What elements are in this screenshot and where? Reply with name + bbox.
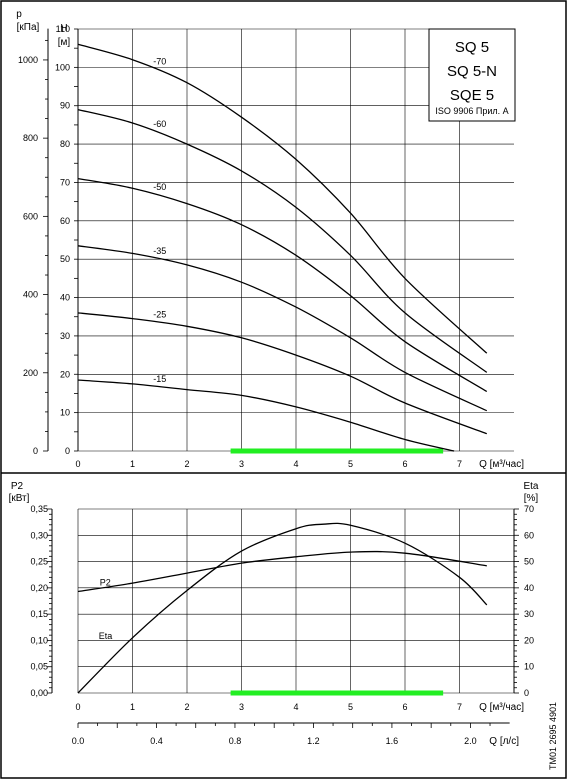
title-standard: ISO 9906 Прил. A bbox=[435, 106, 508, 116]
efficiency-axis-unit: [%] bbox=[524, 493, 539, 504]
head-x-axis-label: Q [м³/час] bbox=[479, 459, 524, 470]
head-tick-label: 10 bbox=[60, 408, 70, 418]
flow-ls-tick-label: 0.4 bbox=[150, 736, 163, 746]
head-tick-label: 110 bbox=[56, 24, 70, 34]
flow-ls-tick-label: 0.0 bbox=[72, 736, 85, 746]
head-curve bbox=[77, 379, 455, 452]
power-x-tick-label: 4 bbox=[293, 702, 298, 712]
title-box bbox=[428, 28, 516, 122]
head-curve-label: -50 bbox=[153, 182, 166, 192]
power-tick-label: 0,05 bbox=[30, 662, 48, 672]
head-curve bbox=[77, 312, 488, 435]
head-tick-label: 100 bbox=[55, 62, 70, 72]
power-tick-label: 0,20 bbox=[30, 583, 48, 593]
head-curve bbox=[77, 108, 488, 373]
pressure-tick-label: 0 bbox=[33, 446, 38, 456]
pressure-tick-label: 400 bbox=[23, 290, 38, 300]
head-tick-label: 0 bbox=[65, 446, 70, 456]
power-x-tick-label: 2 bbox=[184, 702, 189, 712]
head-curve bbox=[77, 177, 488, 393]
head-tick-label: 60 bbox=[60, 216, 70, 226]
efficiency-tick-label: 30 bbox=[524, 609, 534, 619]
head-curve-label: -70 bbox=[153, 56, 166, 66]
head-curves: -70 -60 -50 -35 -25 -15 bbox=[77, 43, 488, 452]
head-tick-label: 20 bbox=[60, 369, 70, 379]
power-tick-label: 0,30 bbox=[30, 530, 48, 540]
power-x-tick-label: 1 bbox=[130, 702, 135, 712]
power-x-axis-label: Q [м³/час] bbox=[479, 702, 524, 713]
head-axis-unit: [м] bbox=[58, 37, 71, 48]
efficiency-tick-label: 20 bbox=[524, 635, 534, 645]
head-curve-label: -35 bbox=[153, 246, 166, 256]
head-curve-label: -25 bbox=[153, 310, 166, 320]
flow-ls-tick-label: 0.8 bbox=[229, 736, 242, 746]
flow-ls-axis-label: Q [л/с] bbox=[489, 736, 519, 747]
head-tick-label: 70 bbox=[60, 177, 70, 187]
power-curve bbox=[77, 550, 487, 593]
efficiency-curve-label: Eta bbox=[99, 631, 113, 641]
head-curve bbox=[77, 43, 488, 354]
head-axes: 0 10 20 30 40 50 60 70 80 90 100 110 0 1 2 3 4 5 6 7 Q [м³/ч… bbox=[18, 24, 524, 470]
power-chart-grid bbox=[77, 508, 514, 694]
efficiency-tick-label: 60 bbox=[524, 530, 534, 540]
head-x-tick-label: 6 bbox=[402, 459, 407, 469]
power-axes: 0,000,050,100,150,200,250,300,3501020304… bbox=[30, 504, 534, 747]
head-curve-label: -15 bbox=[153, 374, 166, 384]
flow-ls-tick-label: 2.0 bbox=[464, 736, 477, 746]
power-x-tick-label: 0 bbox=[75, 702, 80, 712]
head-tick-label: 30 bbox=[60, 331, 70, 341]
power-curve-label: P2 bbox=[100, 578, 111, 588]
power-tick-label: 0,25 bbox=[30, 557, 48, 567]
head-chart: -70-60-50-35-25-15 010203040506070809010… bbox=[16, 9, 524, 470]
pressure-tick-label: 200 bbox=[23, 368, 38, 378]
head-x-tick-label: 4 bbox=[293, 459, 298, 469]
power-axis-unit: [кВт] bbox=[9, 493, 30, 504]
head-chart-grid bbox=[77, 28, 514, 452]
flow-ls-tick-label: 1.2 bbox=[307, 736, 320, 746]
head-tick-label: 50 bbox=[60, 254, 70, 264]
efficiency-tick-label: 70 bbox=[524, 504, 534, 514]
power-x-tick-label: 3 bbox=[239, 702, 244, 712]
efficiency-tick-label: 40 bbox=[524, 583, 534, 593]
efficiency-tick-label: 0 bbox=[524, 688, 529, 698]
power-axis-label: P2 bbox=[11, 481, 24, 492]
head-x-tick-label: 0 bbox=[75, 459, 80, 469]
efficiency-axis-label: Eta bbox=[523, 481, 538, 492]
power-efficiency-chart: P2 Eta 0,00 0,05 0,10 0,15 0,20 0,25 0,30 0,35 0 1… bbox=[9, 481, 539, 747]
head-x-tick-label: 1 bbox=[130, 459, 135, 469]
power-x-tick-label: 5 bbox=[348, 702, 353, 712]
pressure-axis-unit: [кПа] bbox=[17, 22, 40, 33]
power-tick-label: 0,15 bbox=[30, 609, 48, 619]
head-x-tick-label: 2 bbox=[184, 459, 189, 469]
head-x-tick-label: 7 bbox=[457, 459, 462, 469]
page-id: TM01 2695 4901 bbox=[548, 702, 558, 770]
pressure-axis-label: p bbox=[16, 9, 22, 20]
head-tick-label: 40 bbox=[60, 293, 70, 303]
power-curves: P2 Eta bbox=[77, 522, 488, 694]
head-x-tick-label: 5 bbox=[348, 459, 353, 469]
title-line-2: SQ 5-N bbox=[447, 63, 497, 80]
pressure-tick-label: 600 bbox=[23, 211, 38, 221]
power-x-tick-label: 6 bbox=[402, 702, 407, 712]
efficiency-tick-label: 50 bbox=[524, 557, 534, 567]
title-line-3: SQE 5 bbox=[450, 87, 494, 104]
power-tick-label: 0,10 bbox=[30, 635, 48, 645]
head-axis-label: H bbox=[60, 23, 67, 34]
title-line-1: SQ 5 bbox=[455, 39, 489, 56]
head-tick-label: 80 bbox=[60, 139, 70, 149]
head-x-tick-label: 3 bbox=[239, 459, 244, 469]
head-curve-label: -60 bbox=[153, 119, 166, 129]
pressure-tick-label: 800 bbox=[23, 133, 38, 143]
pressure-tick-label: 1000 bbox=[18, 55, 38, 65]
power-x-tick-label: 7 bbox=[457, 702, 462, 712]
efficiency-curve bbox=[77, 522, 488, 694]
power-tick-label: 0,00 bbox=[30, 688, 48, 698]
head-curve bbox=[77, 245, 488, 412]
power-tick-label: 0,35 bbox=[30, 504, 48, 514]
head-tick-label: 90 bbox=[60, 101, 70, 111]
efficiency-tick-label: 10 bbox=[524, 662, 534, 672]
flow-ls-tick-label: 1.6 bbox=[386, 736, 399, 746]
